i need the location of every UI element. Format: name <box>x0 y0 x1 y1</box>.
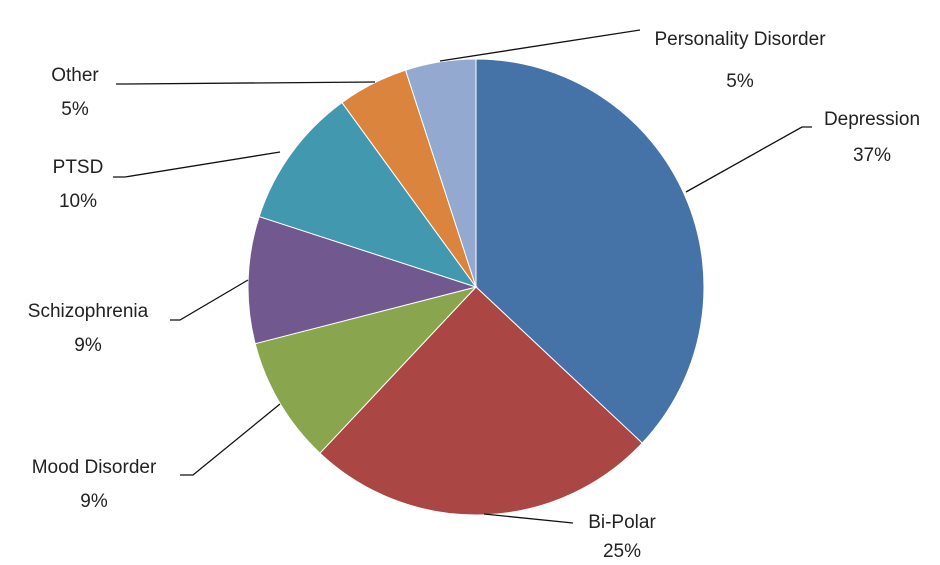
slice-label: Other <box>51 65 99 86</box>
pie-slice <box>404 58 477 288</box>
leader-line <box>116 81 376 85</box>
pie-slice <box>247 215 478 345</box>
leader-line <box>483 513 574 524</box>
leader-line <box>685 126 812 193</box>
slice-label: PTSD <box>53 157 104 178</box>
slice-value-label: 37% <box>853 145 891 166</box>
slice-value-label: 5% <box>61 99 89 120</box>
slice-label: Depression <box>824 109 920 130</box>
slice-value-label: 5% <box>726 71 754 92</box>
pie-slice <box>254 286 478 454</box>
leader-line <box>180 403 281 476</box>
slice-value-label: 10% <box>59 191 97 212</box>
slice-value-label: 25% <box>603 541 641 562</box>
slice-value-label: 9% <box>74 335 102 356</box>
slice-label: Schizophrenia <box>28 301 149 322</box>
pie-slice <box>258 101 478 288</box>
leader-line <box>113 151 281 178</box>
leader-line <box>439 29 641 62</box>
pie-slice <box>319 286 643 516</box>
pie-slice <box>475 58 705 444</box>
slice-label: Mood Disorder <box>32 457 157 478</box>
slice-label: Personality Disorder <box>654 29 826 50</box>
slice-label: Bi-Polar <box>588 512 656 533</box>
leader-line <box>170 279 249 321</box>
slice-value-label: 9% <box>80 491 108 512</box>
